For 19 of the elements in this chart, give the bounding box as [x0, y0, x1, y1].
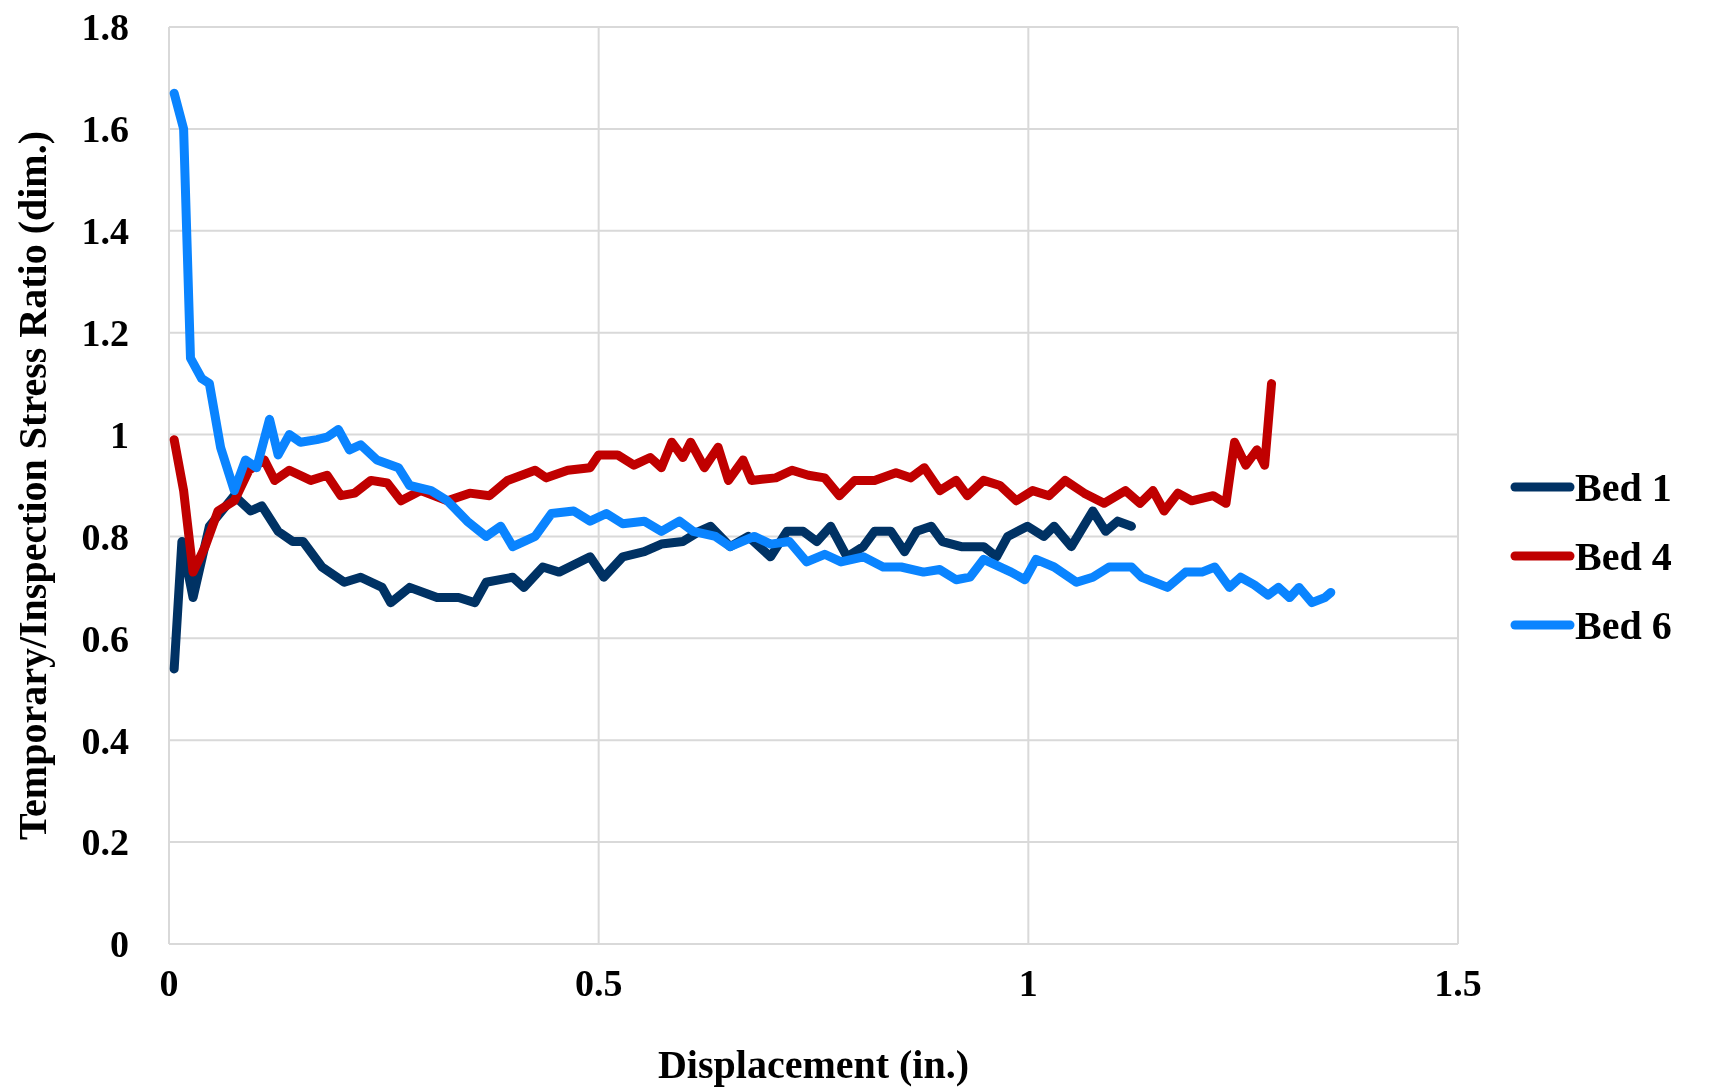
legend-label: Bed 1 [1575, 465, 1672, 510]
y-tick-label: 0.6 [81, 617, 129, 660]
y-tick-label: 0.8 [81, 515, 129, 558]
x-tick-label: 1 [1018, 962, 1038, 1004]
y-tick-label: 1.4 [81, 210, 129, 253]
y-tick-label: 1.8 [81, 6, 129, 49]
x-tick-label: 0.5 [574, 962, 623, 1004]
legend-label: Bed 4 [1575, 534, 1672, 579]
legend-label: Bed 6 [1575, 603, 1672, 648]
y-tick-label: 0.4 [81, 719, 129, 762]
y-tick-label: 0 [110, 923, 129, 966]
y-axis-title: Temporary/Inspection Stress Ratio (dim.) [10, 131, 55, 840]
x-tick-label: 1.5 [1434, 962, 1482, 1004]
y-tick-label: 1 [110, 413, 129, 456]
y-tick-label: 1.6 [81, 108, 129, 151]
y-tick-label: 0.2 [81, 821, 129, 864]
x-axis-title: Displacement (in.) [657, 1042, 970, 1087]
x-tick-label: 0 [159, 962, 179, 1004]
y-tick-label: 1.2 [81, 311, 129, 354]
